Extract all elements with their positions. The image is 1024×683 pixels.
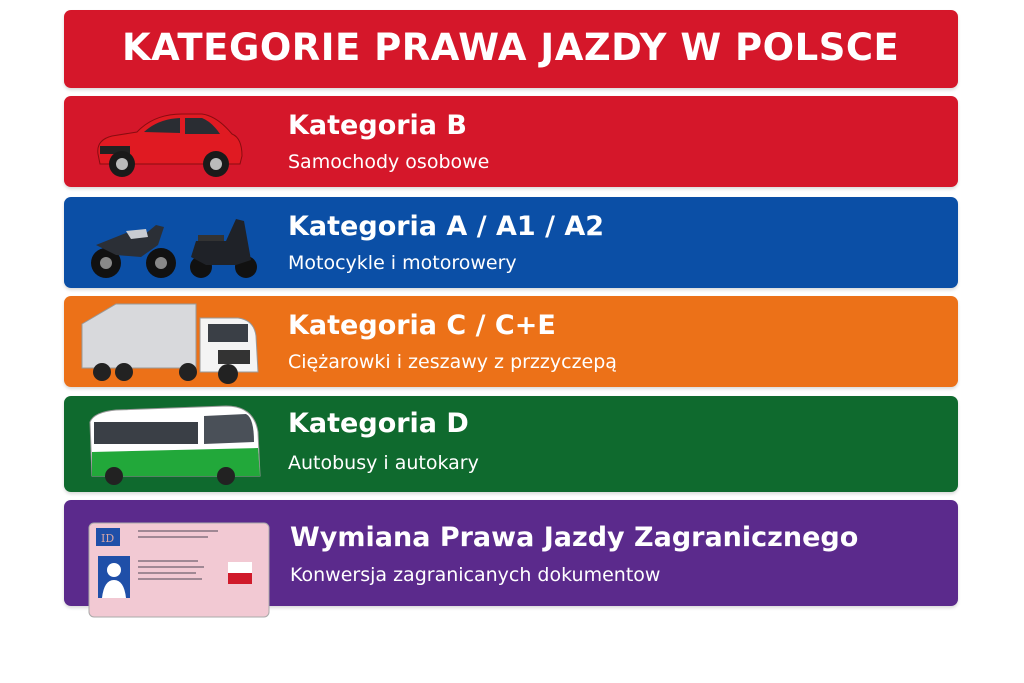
category-heading: Kategoria C / C+E: [288, 310, 556, 341]
category-description: Konwersja zagranicanych dokumentow: [290, 564, 661, 586]
motorcycle-icon: [91, 219, 257, 278]
category-heading: Kategoria A / A1 / A2: [288, 211, 605, 242]
category-heading: Kategoria D: [288, 408, 469, 439]
category-heading: Wymiana Prawa Jazdy Zagranicznego: [290, 522, 859, 553]
driving-license-icon: ID: [88, 522, 270, 618]
title-banner: KATEGORIE PRAWA JAZDY W POLSCE: [64, 10, 958, 88]
category-b: Kategoria B Samochody osobowe: [64, 96, 958, 187]
category-heading: Kategoria B: [288, 110, 468, 141]
category-c: Kategoria C / C+E Ciężarowki i zeszawy z…: [64, 296, 958, 387]
car-icon: [97, 113, 243, 177]
category-a: Kategoria A / A1 / A2 Motocykle i motoro…: [64, 197, 958, 288]
license-exchange: ID Wymiana Prawa Jazdy Zagranicznego Kon…: [64, 500, 958, 618]
category-description: Motocykle i motorowery: [288, 252, 517, 274]
category-description: Autobusy i autokary: [288, 452, 479, 474]
category-description: Ciężarowki i zeszawy z przzyczepą: [288, 351, 617, 373]
truck-icon: [81, 303, 259, 384]
category-d: Kategoria D Autobusy i autokary: [64, 396, 958, 492]
category-description: Samochody osobowe: [288, 151, 490, 173]
license-card-label: ID: [101, 532, 114, 545]
page-title: KATEGORIE PRAWA JAZDY W POLSCE: [122, 26, 900, 69]
bus-icon: [89, 405, 261, 485]
